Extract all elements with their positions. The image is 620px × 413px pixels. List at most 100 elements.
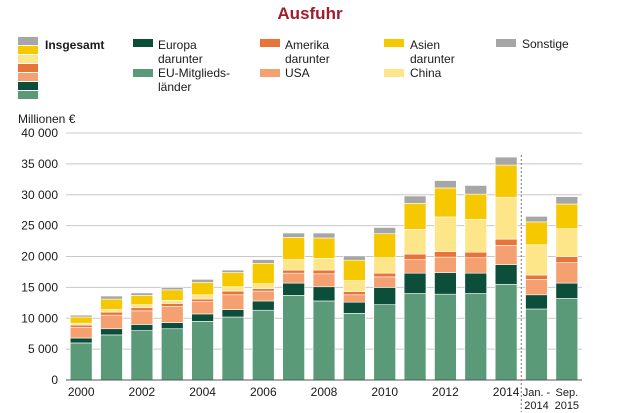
y-tick-label: 0	[51, 373, 58, 387]
bar-segment	[555, 256, 579, 263]
bar-segment	[434, 293, 457, 381]
bar-segment	[69, 337, 93, 344]
bar-segment	[403, 229, 427, 255]
y-axis-unit-label: Millionen €	[18, 112, 76, 126]
legend-eu-swatch	[133, 69, 153, 77]
bar-segment	[252, 262, 275, 284]
legend-asien-swatch	[384, 39, 404, 47]
legend-total-label: Insgesamt	[45, 38, 105, 52]
legend-sonstige-swatch	[496, 39, 516, 47]
legend-total-swatch-china	[18, 55, 38, 63]
y-tick-label: 15 000	[21, 280, 58, 294]
bar-segment	[343, 291, 366, 296]
bar-segment	[464, 272, 487, 294]
bar-segment	[555, 262, 579, 284]
bar-segment	[434, 216, 457, 252]
bar-segment	[525, 308, 548, 381]
bar-segment	[494, 164, 518, 198]
bar-segment	[494, 245, 518, 265]
bar-segment	[464, 193, 487, 220]
bar-segment	[373, 304, 396, 381]
bar-segment	[282, 269, 305, 274]
bar-segment	[343, 280, 366, 292]
legend-total-swatch-usa	[18, 73, 38, 81]
bar-segment	[221, 309, 245, 318]
bar-segment	[525, 216, 548, 223]
x-tick-label: Sep.	[556, 387, 579, 399]
bar-segment	[252, 290, 275, 302]
bar-segment	[403, 195, 427, 204]
bar-segment	[555, 282, 579, 299]
bar-segment	[252, 283, 275, 289]
bar-segment	[69, 327, 93, 339]
bar-segment	[69, 314, 93, 318]
y-tick-label: 5 000	[28, 342, 58, 356]
bar-segment	[312, 237, 336, 259]
bar-segment	[100, 328, 123, 336]
bar-segment	[373, 257, 396, 274]
bar-segment	[252, 300, 275, 311]
bar-segment	[373, 272, 396, 278]
bar-segment	[282, 232, 305, 238]
bar-segment	[191, 294, 214, 300]
bar-segment	[100, 309, 123, 313]
legend-total-swatch-eu	[18, 91, 38, 99]
bar-segment	[191, 313, 214, 322]
bar-segment	[191, 298, 214, 302]
x-tick-label: 2012	[432, 385, 459, 399]
bar-segment	[403, 293, 427, 381]
bar-segment	[312, 273, 336, 288]
bar-segment	[464, 219, 487, 253]
bar-segment	[221, 269, 245, 273]
bar-segment	[69, 316, 93, 324]
bar-segment	[373, 276, 396, 288]
bar-segment	[100, 311, 123, 316]
bar-segment	[191, 301, 214, 315]
bar-segment	[525, 244, 548, 276]
bar-segment	[161, 289, 184, 301]
bar-segment	[555, 196, 579, 205]
bar-segment	[494, 283, 518, 381]
bar-segment	[343, 301, 366, 314]
bar-segment	[343, 255, 366, 261]
x-tick-label: 2015	[555, 400, 579, 412]
bar-segment	[69, 342, 93, 381]
y-tick-label: 10 000	[21, 311, 58, 325]
bar-segment	[282, 295, 305, 381]
legend-usa-swatch	[260, 69, 280, 77]
legend-china-label: China	[410, 66, 442, 80]
bar-segment	[130, 304, 154, 309]
bar-segment	[434, 272, 457, 295]
x-tick-label: 2014	[524, 400, 548, 412]
bar-segment	[525, 294, 548, 310]
bar-segment	[282, 282, 305, 296]
bar-segment	[555, 228, 579, 257]
bar-segment	[161, 322, 184, 330]
bar-segment	[494, 238, 518, 246]
legend-total-swatch-sonstige	[18, 37, 38, 45]
legend-sonstige-label: Sonstige	[522, 37, 569, 51]
y-tick-label: 20 000	[21, 250, 58, 264]
legend-amerika-swatch	[260, 39, 280, 47]
bar-segment	[221, 290, 245, 296]
bar-segment	[434, 251, 457, 258]
bar-segment	[312, 269, 336, 275]
legend-asien-label: Asien	[410, 38, 441, 52]
legend-china-swatch	[384, 69, 404, 77]
y-tick-label: 35 000	[21, 157, 58, 171]
bar-segment	[494, 156, 518, 166]
bar-segment	[373, 287, 396, 305]
bar-segment	[100, 298, 123, 310]
bar-segment	[525, 279, 548, 296]
bar-segment	[464, 293, 487, 381]
bar-segment	[282, 237, 305, 260]
bar-segment	[464, 185, 487, 195]
x-tick-label: Jan. -	[523, 387, 551, 399]
legend-asien-sub: darunter	[410, 52, 455, 66]
bar-segment	[191, 282, 214, 296]
bar-segment	[252, 288, 275, 292]
bar-segment	[221, 316, 245, 381]
bar-segment	[343, 313, 366, 381]
bar-segment	[161, 300, 184, 304]
